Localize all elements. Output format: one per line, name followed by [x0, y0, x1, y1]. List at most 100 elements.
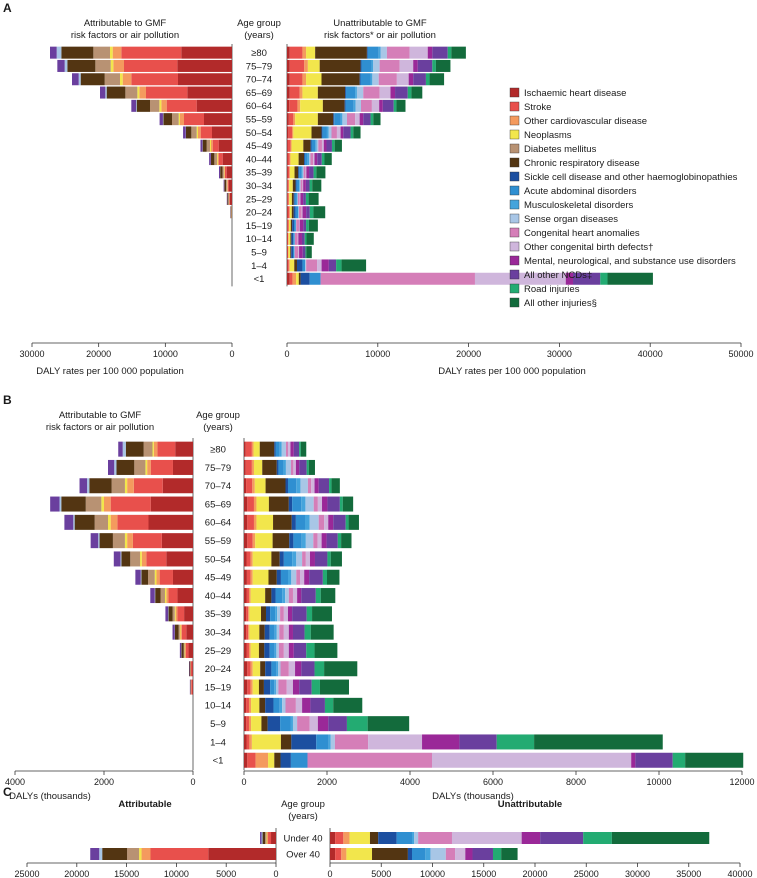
bar-a-right-age-10-series-11	[302, 179, 304, 192]
bar-a-left-age-0-series-9	[56, 46, 62, 59]
bar-b-right-age-11-series-3	[250, 642, 259, 658]
bar-b-right-age-14-series-6	[265, 697, 274, 713]
bar-b-left-age-10-series-5	[174, 624, 179, 640]
bar-a-right-age-8-series-6	[304, 153, 305, 166]
bar-a-right-age-12-series-14	[309, 206, 314, 219]
bar-a-right-age-17-series-11	[474, 272, 566, 285]
bar-a-right-age-5-series-10	[346, 113, 356, 126]
bar-b-right-age-4-series-2	[253, 514, 257, 530]
bar-b-left-age-6-series-1	[146, 551, 167, 567]
bar-c-right-age-0-series-0	[330, 832, 336, 844]
bar-b-left-age-6-series-2	[141, 551, 147, 567]
bar-a-right-age-14-series-14	[304, 232, 307, 245]
bar-b-right-age-15-series-14	[346, 716, 368, 732]
bar-b-left-age-8-series-4	[160, 588, 165, 604]
tick-label-c-left-3: 10000	[164, 869, 189, 878]
bar-a-right-age-0-series-2	[302, 46, 307, 59]
tick-label-b-left-2: 0	[190, 777, 195, 787]
bar-a-right-age-4-series-15	[396, 99, 406, 112]
bar-c-left-age-1-series-3	[139, 848, 142, 860]
bar-b-right-age-11-series-5	[258, 642, 265, 658]
bar-b-right-age-9-series-11	[283, 606, 288, 622]
bar-b-right-age-4-series-14	[345, 514, 349, 530]
legend-label-9: Sense organ diseases	[524, 214, 618, 225]
bar-b-right-age-6-series-6	[279, 551, 284, 567]
bar-a-right-age-1-series-15	[435, 59, 451, 72]
bar-b-right-age-0-series-15	[300, 441, 307, 457]
bar-b-right-age-6-series-8	[292, 551, 297, 567]
bar-b-right-age-3-series-8	[301, 496, 306, 512]
tick-label-b-left-1: 2000	[94, 777, 114, 787]
bar-b-right-age-0-series-1	[245, 441, 252, 457]
bar-b-left-age-11-series-2	[184, 642, 186, 658]
bar-a-right-age-2-series-9	[372, 73, 379, 86]
bar-b-right-age-3-series-11	[317, 496, 323, 512]
bar-a-left-age-1-series-1	[124, 59, 178, 72]
bar-a-right-age-3-series-13	[395, 86, 408, 99]
bar-a-right-age-6-series-6	[321, 126, 323, 139]
bar-c-right-age-0-series-6	[378, 832, 397, 844]
bar-a-right-age-12-series-6	[293, 206, 296, 219]
bar-c-right-age-1-series-3	[346, 848, 373, 860]
bar-a-right-age-12-series-11	[301, 206, 303, 219]
bar-a-left-age-8-series-1	[218, 153, 223, 166]
a-header-age-line1: Age group	[237, 18, 281, 29]
bar-a-left-age-9-series-5	[220, 166, 223, 179]
bar-c-right-age-1-series-11	[455, 848, 466, 860]
bar-b-left-age-9-series-0	[184, 606, 193, 622]
tick-label-b-age-13: 15–19	[205, 682, 231, 693]
bar-a-left-age-11-series-1	[229, 192, 230, 205]
bar-a-right-age-5-series-9	[342, 113, 347, 126]
bar-b-right-age-3-series-2	[253, 496, 257, 512]
bar-a-right-age-5-series-13	[363, 113, 371, 126]
bar-b-right-age-9-series-6	[266, 606, 271, 622]
bar-b-right-age-6-series-2	[250, 551, 253, 567]
bar-b-right-age-3-series-3	[256, 496, 269, 512]
bar-a-left-age-9-series-13	[219, 166, 220, 179]
bar-b-left-age-1-series-4	[134, 459, 146, 475]
bar-b-right-age-10-series-1	[246, 624, 249, 640]
bar-a-left-age-8-series-5	[211, 153, 215, 166]
legend-label-5: Chronic respiratory disease	[524, 158, 640, 169]
tick-label-b-age-2: 70–74	[205, 481, 231, 492]
bar-a-right-age-9-series-6	[298, 166, 300, 179]
bar-b-right-age-15-series-1	[246, 716, 249, 732]
bar-a-right-age-16-series-0	[287, 259, 288, 272]
bar-a-right-age-14-series-10	[294, 232, 298, 245]
bar-c-right-age-1-series-2	[341, 848, 347, 860]
bar-c-left-age-0-series-3	[266, 832, 268, 844]
bar-a-right-age-7-series-6	[310, 139, 312, 152]
bar-a-right-age-17-series-15	[607, 272, 653, 285]
bar-b-right-age-8-series-13	[301, 588, 316, 604]
b-header-age-line1: Age group	[196, 410, 240, 421]
bar-b-right-age-6-series-1	[246, 551, 251, 567]
bar-a-right-age-13-series-5	[290, 219, 293, 232]
bar-a-right-age-12-series-3	[290, 206, 292, 219]
bar-b-right-age-6-series-7	[283, 551, 293, 567]
bar-b-right-age-8-series-10	[288, 588, 293, 604]
bar-b-right-age-4-series-15	[348, 514, 359, 530]
bar-b-right-age-1-series-6	[276, 459, 279, 475]
bar-b-right-age-5-series-10	[313, 533, 318, 549]
bar-a-right-age-7-series-12	[323, 139, 327, 152]
bar-a-right-age-14-series-11	[297, 232, 299, 245]
bar-a-right-age-10-series-9	[299, 179, 301, 192]
bar-a-right-age-10-series-10	[300, 179, 303, 192]
bar-b-right-age-14-series-5	[259, 697, 266, 713]
bar-b-right-age-15-series-3	[251, 716, 262, 732]
bar-a-left-age-7-series-2	[211, 139, 213, 152]
bar-a-right-age-5-series-14	[370, 113, 374, 126]
bar-b-right-age-13-series-11	[286, 679, 293, 695]
bar-a-left-age-8-series-3	[217, 153, 218, 166]
bar-b-right-age-1-series-14	[306, 459, 309, 475]
bar-c-right-age-0-series-14	[583, 832, 612, 844]
tick-label-c-left-5: 0	[273, 869, 278, 878]
bar-a-right-age-9-series-10	[303, 166, 306, 179]
bar-b-left-age-1-series-5	[116, 459, 135, 475]
bar-a-right-age-0-series-8	[378, 46, 381, 59]
bar-a-right-age-17-series-5	[298, 272, 301, 285]
bar-a-right-age-5-series-11	[355, 113, 360, 126]
bar-a-right-age-9-series-11	[305, 166, 307, 179]
bar-a-right-age-17-series-1	[289, 272, 293, 285]
bar-a-right-age-8-series-5	[298, 153, 305, 166]
